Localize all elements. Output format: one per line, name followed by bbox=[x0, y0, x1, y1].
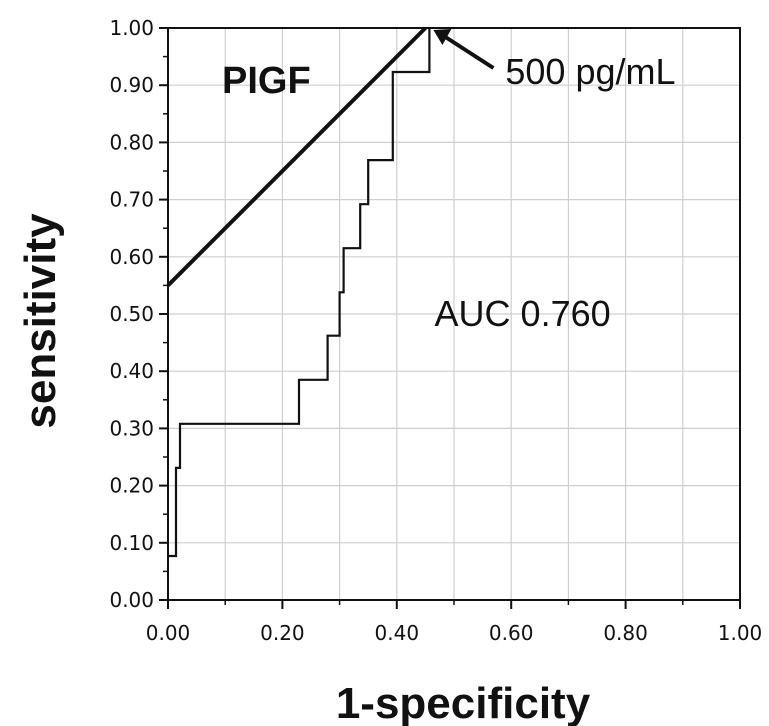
annotations: 500 pg/mL AUC 0.760 bbox=[433, 29, 676, 334]
y-tick-label: 0.10 bbox=[109, 531, 154, 555]
x-tick-label: 0.60 bbox=[489, 621, 534, 645]
series bbox=[166, 26, 431, 558]
y-tick-label: 0.00 bbox=[109, 588, 154, 612]
y-tick-label: 0.30 bbox=[109, 416, 154, 440]
y-tick-label: 0.50 bbox=[109, 302, 154, 326]
y-axis-label: sensitivity bbox=[16, 213, 65, 429]
y-tick-label: 0.40 bbox=[109, 359, 154, 383]
reference-line bbox=[166, 26, 427, 287]
x-tick-label: 0.00 bbox=[146, 621, 191, 645]
x-axis-label: 1-specificity bbox=[336, 679, 591, 726]
y-tick-label: 0.20 bbox=[109, 474, 154, 498]
plot-border bbox=[167, 27, 741, 601]
x-tick-label: 0.40 bbox=[375, 621, 420, 645]
x-tick-label: 0.20 bbox=[260, 621, 305, 645]
annotation-arrow-shaft bbox=[444, 35, 495, 70]
auc-annotation: AUC 0.760 bbox=[435, 293, 611, 334]
annotation-arrow-head bbox=[433, 29, 452, 45]
x-tick-label: 0.80 bbox=[603, 621, 648, 645]
grid bbox=[168, 28, 740, 600]
y-tick-label: 0.70 bbox=[109, 188, 154, 212]
chart-title: PIGF bbox=[222, 60, 311, 102]
roc-step-line bbox=[168, 28, 431, 558]
cutoff-annotation: 500 pg/mL bbox=[505, 51, 675, 92]
y-tick-label: 0.90 bbox=[109, 73, 154, 97]
y-tick-label: 0.80 bbox=[109, 130, 154, 154]
y-tick-label: 1.00 bbox=[109, 16, 154, 40]
x-tick-label: 1.00 bbox=[718, 621, 763, 645]
ticks: 0.00 0.10 0.20 0.30 0.40 0.50 0.60 0.70 0.80 0.90… bbox=[109, 16, 762, 645]
y-tick-label: 0.60 bbox=[109, 245, 154, 269]
plot-frame bbox=[167, 27, 741, 601]
